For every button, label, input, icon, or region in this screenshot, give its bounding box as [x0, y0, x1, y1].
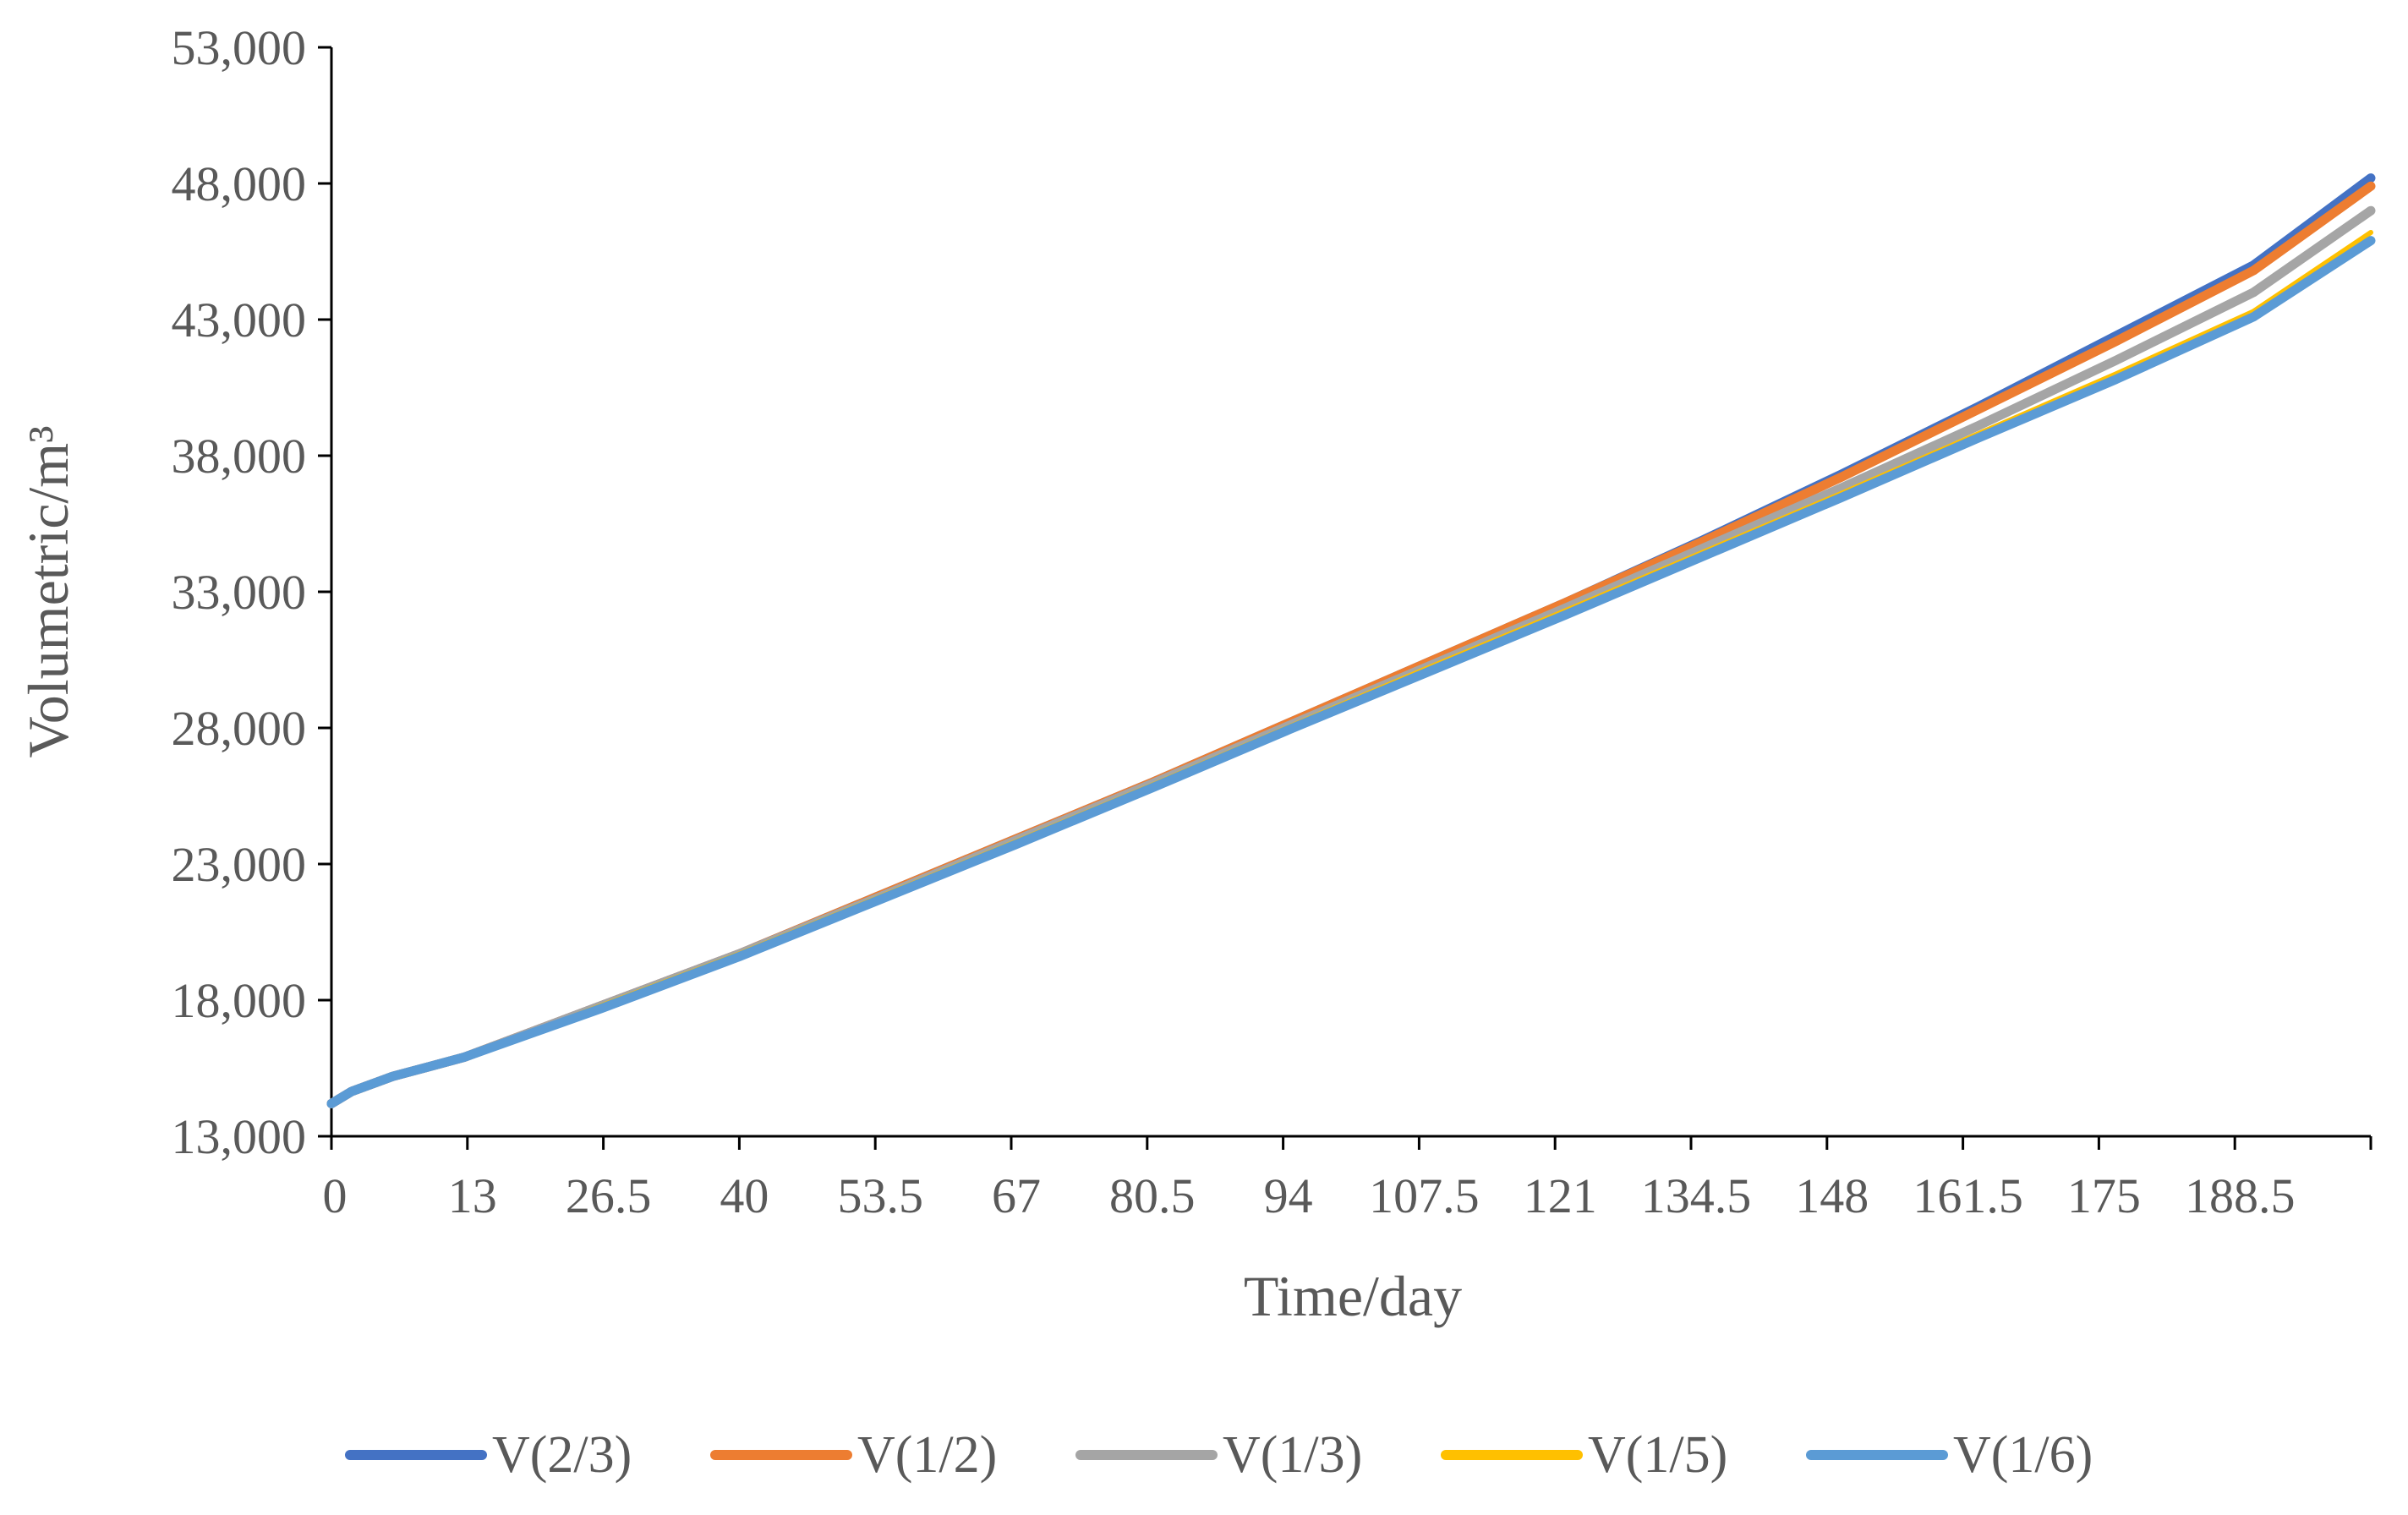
x-tick-label: 134.5: [1641, 1168, 1752, 1223]
x-tick-label: 0: [323, 1168, 348, 1223]
y-tick-label: 18,000: [172, 973, 307, 1028]
legend-label: V(2/3): [492, 1426, 632, 1484]
plot-area: [326, 173, 2376, 1108]
x-tick-label: 188.5: [2185, 1168, 2296, 1223]
y-tick-label: 28,000: [172, 701, 307, 756]
x-tick-label: 121: [1524, 1168, 1597, 1223]
x-tick-label: 13: [448, 1168, 497, 1223]
axes: 13,000 18,000 23,000 28,000 33,000 38,000 43,0…: [172, 20, 2372, 1223]
x-tick-label: 175: [2067, 1168, 2141, 1223]
y-tick-label: 23,000: [172, 837, 307, 892]
series-line-V(1/3): [326, 205, 2376, 1108]
x-tick-label: 40: [720, 1168, 769, 1223]
y-tick-label: 48,000: [172, 156, 307, 211]
legend-label: V(1/6): [1953, 1426, 2093, 1484]
legend-label: V(1/3): [1223, 1426, 1362, 1484]
y-tick-label: 33,000: [172, 565, 307, 620]
x-tick-label: 67: [992, 1168, 1041, 1223]
legend: V(2/3) V(1/2) V(1/3) V(1/5) V(1/6): [345, 1426, 2093, 1484]
x-axis-title: Time/day: [1244, 1264, 1462, 1328]
series-line-V(1/2): [326, 181, 2376, 1108]
y-tick-label: 13,000: [172, 1109, 307, 1164]
y-axis-title: Volumetric/m³: [16, 425, 80, 758]
x-tick-label: 107.5: [1369, 1168, 1480, 1223]
y-tick-label: 53,000: [172, 20, 307, 75]
x-tick-label: 53.5: [837, 1168, 923, 1223]
x-tick-label: 80.5: [1109, 1168, 1196, 1223]
x-tick-label: 148: [1795, 1168, 1869, 1223]
x-tick-label: 94: [1264, 1168, 1313, 1223]
series-line-V(2/3): [326, 173, 2376, 1108]
series-line-V(1/6): [326, 236, 2376, 1108]
x-tick-label: 26.5: [566, 1168, 652, 1223]
y-tick-label: 38,000: [172, 429, 307, 484]
legend-label: V(1/5): [1588, 1426, 1727, 1484]
legend-label: V(1/2): [857, 1426, 997, 1484]
x-tick-label: 161.5: [1913, 1168, 2023, 1223]
y-tick-label: 43,000: [172, 293, 307, 347]
